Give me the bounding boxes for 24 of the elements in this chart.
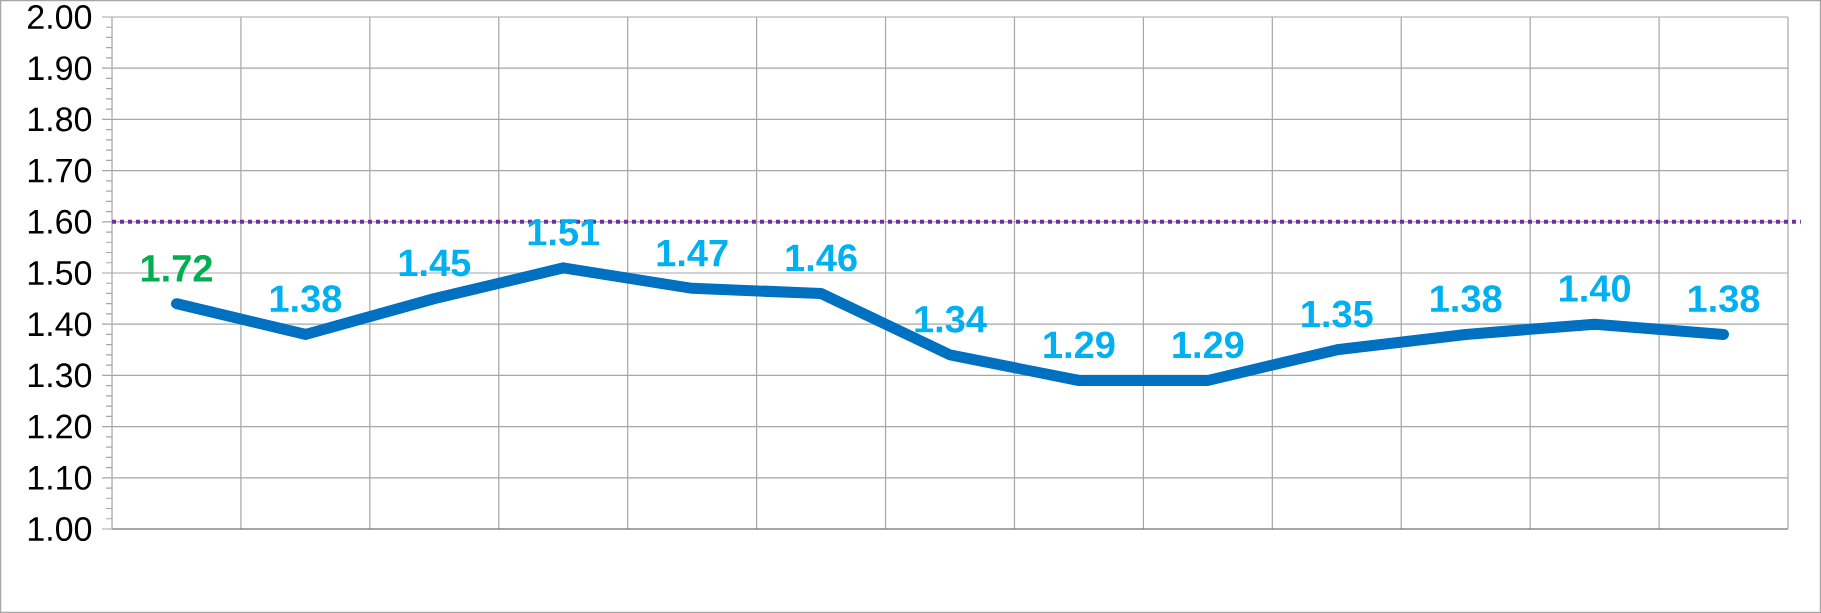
annotation: 1.72: [141, 254, 212, 282]
data-label: 1.38: [1431, 285, 1502, 313]
data-label: 1.40: [1560, 275, 1631, 302]
y-tick-label: 2.00: [28, 4, 92, 30]
data-label: 1.45: [399, 249, 471, 277]
y-tick-label: 1.30: [28, 363, 92, 388]
data-label: 1.34: [915, 305, 987, 333]
y-tick-label: 1.80: [28, 107, 92, 132]
data-label: 1.38: [1688, 285, 1760, 313]
y-tick-label: 1.50: [28, 260, 92, 286]
y-tick-label: 1.70: [28, 158, 92, 183]
y-tick-label: 1.00: [28, 516, 92, 542]
data-label: 1.47: [657, 240, 728, 267]
data-label: 1.51: [528, 219, 600, 246]
data-label: 1.46: [786, 244, 857, 272]
data-label: 1.29: [1044, 331, 1115, 359]
y-tick-label: 1.60: [28, 209, 92, 234]
y-tick-label: 1.10: [28, 465, 92, 490]
data-label: 1.29: [1173, 331, 1244, 359]
data-label: 1.38: [270, 285, 342, 313]
y-tick-label: 1.20: [28, 414, 92, 439]
y-tick-label: 1.90: [28, 56, 92, 81]
y-tick-label: 1.40: [28, 312, 92, 337]
data-label: 1.35: [1302, 300, 1373, 328]
